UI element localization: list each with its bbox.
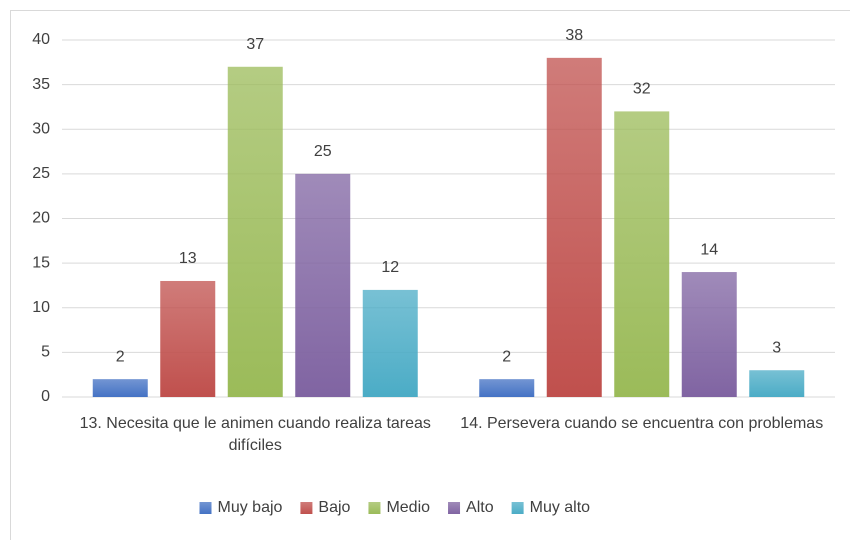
legend-label: Muy bajo: [218, 499, 283, 516]
data-label: 3: [772, 339, 781, 356]
y-tick-label: 35: [32, 76, 50, 93]
data-label: 32: [633, 81, 651, 98]
bar: [92, 379, 148, 397]
y-tick-label: 40: [32, 31, 50, 48]
bar: [479, 379, 535, 397]
legend-swatch: [511, 502, 524, 514]
x-tick-label: 14. Persevera cuando se encuentra con pr…: [460, 415, 824, 432]
bar: [681, 272, 737, 397]
legend-label: Medio: [386, 499, 430, 516]
legend-swatch: [448, 502, 461, 514]
legend-label: Alto: [466, 499, 494, 516]
data-label: 13: [179, 250, 197, 267]
data-label: 2: [116, 348, 125, 365]
data-label: 2: [502, 348, 511, 365]
bar: [362, 289, 418, 397]
legend-swatch: [300, 502, 313, 514]
y-tick-label: 15: [32, 254, 50, 271]
bar: [160, 280, 216, 397]
chart-border: [10, 10, 850, 540]
data-label: 25: [314, 143, 332, 160]
y-tick-label: 30: [32, 120, 50, 137]
y-tick-label: 10: [32, 299, 50, 316]
bar: [546, 57, 602, 397]
legend-swatch: [199, 502, 212, 514]
data-label: 14: [700, 241, 718, 258]
x-tick-label: 13. Necesita que le animen cuando realiz…: [79, 415, 431, 454]
y-tick-label: 20: [32, 210, 50, 227]
y-tick-label: 5: [41, 344, 50, 361]
data-label: 38: [565, 27, 583, 44]
y-tick-label: 25: [32, 165, 50, 182]
y-tick-label: 0: [41, 388, 50, 405]
legend-swatch: [368, 502, 381, 514]
bar: [749, 370, 805, 397]
bar: [295, 173, 351, 397]
data-label: 37: [246, 36, 264, 53]
bar: [614, 111, 670, 398]
legend-label: Muy alto: [530, 499, 591, 516]
data-label: 12: [381, 259, 399, 276]
legend-label: Bajo: [318, 499, 350, 516]
bar: [227, 66, 283, 398]
